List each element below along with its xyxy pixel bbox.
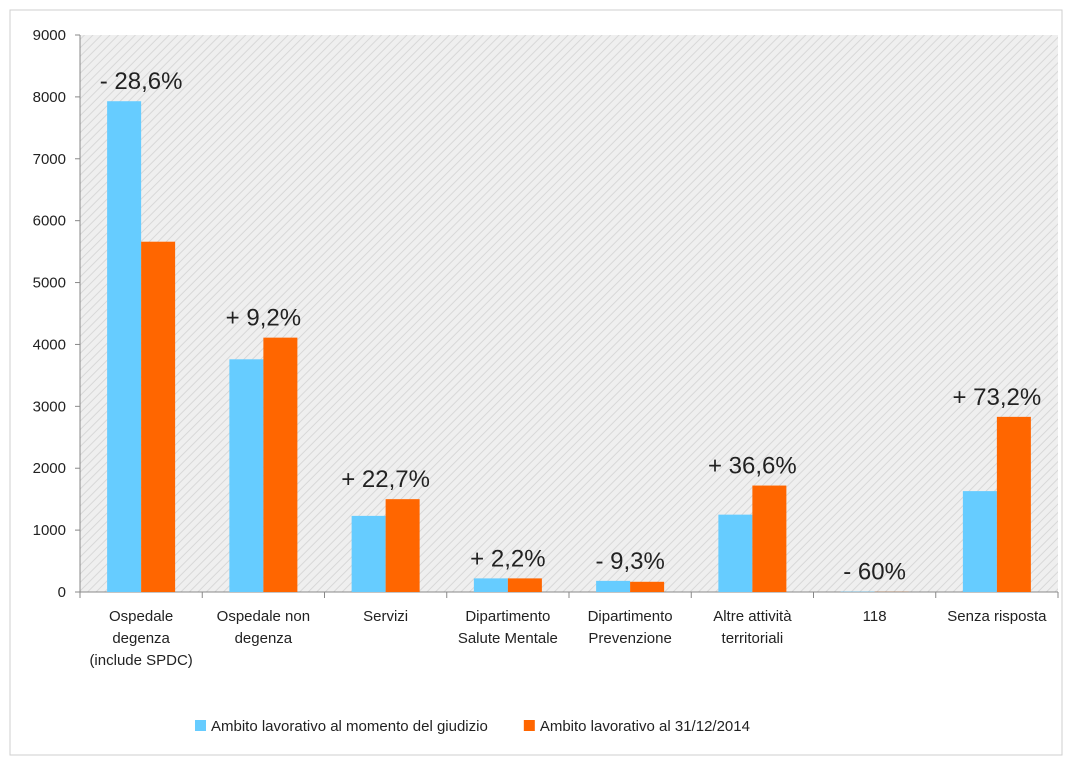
group-label: + 9,2% <box>226 305 301 332</box>
bar <box>596 580 631 592</box>
bar <box>473 578 508 592</box>
group-label: - 60% <box>843 559 906 586</box>
y-tick-label: 7000 <box>33 151 66 168</box>
bar <box>962 491 997 592</box>
group-label: + 2,2% <box>470 545 545 572</box>
x-tick-label: Senza risposta <box>947 608 1047 625</box>
bar <box>996 416 1031 592</box>
bar <box>263 337 298 592</box>
bar <box>630 581 665 592</box>
x-tick-label: Ospedale degenza (include SPDC) <box>89 608 193 669</box>
y-tick-label: 1000 <box>33 522 66 539</box>
y-tick-label: 4000 <box>33 336 66 353</box>
legend-label: Ambito lavorativo al 31/12/2014 <box>540 718 750 735</box>
y-tick-label: 8000 <box>33 89 66 106</box>
group-label: - 28,6% <box>100 68 183 95</box>
bar <box>141 241 176 592</box>
group-label: + 22,7% <box>341 466 430 493</box>
bar <box>351 515 386 592</box>
bar <box>107 101 142 593</box>
bar <box>507 578 542 592</box>
bar <box>718 514 753 592</box>
x-tick-label: Dipartimento Salute Mentale <box>457 608 558 647</box>
chart-border <box>9 9 1063 756</box>
y-tick-label: 9000 <box>33 27 66 44</box>
x-tick-label: Dipartimento Prevenzione <box>587 608 673 647</box>
x-tick-label: 118 <box>862 608 887 625</box>
group-label: - 9,3% <box>595 548 664 575</box>
y-tick-label: 6000 <box>33 213 66 230</box>
group-label: + 36,6% <box>708 453 797 480</box>
legend-swatch <box>195 720 206 731</box>
y-tick-label: 0 <box>58 584 66 601</box>
bar <box>752 485 787 592</box>
bar <box>385 499 420 592</box>
x-tick-label: Ospedale non degenza <box>216 608 311 647</box>
group-label: + 73,2% <box>953 384 1042 411</box>
y-tick-label: 2000 <box>33 460 66 477</box>
y-tick-label: 3000 <box>33 398 66 415</box>
legend-swatch <box>523 720 535 731</box>
y-tick-label: 5000 <box>33 275 66 292</box>
bar <box>229 359 264 592</box>
x-tick-label: Altre attività territoriali <box>713 608 792 647</box>
legend-label: Ambito lavorativo al momento del giudizi… <box>211 718 488 735</box>
x-tick-label: Servizi <box>363 608 409 625</box>
